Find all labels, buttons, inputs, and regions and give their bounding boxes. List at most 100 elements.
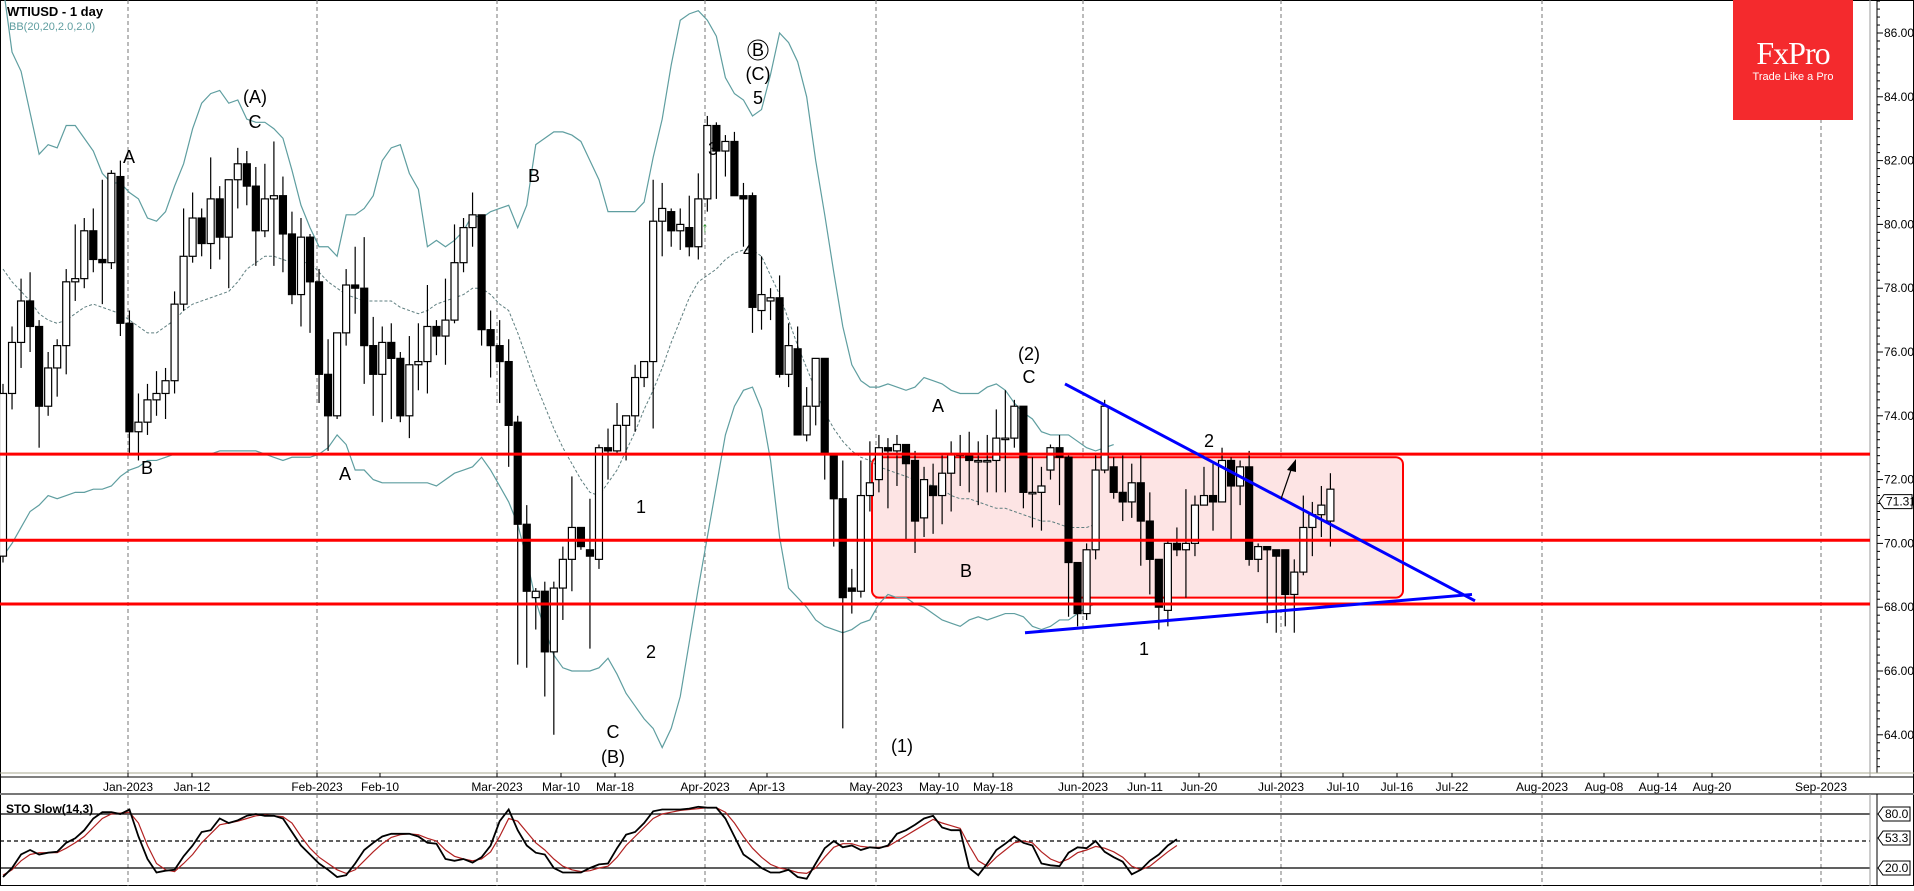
candle	[784, 345, 793, 375]
candle	[1299, 526, 1308, 573]
x-axis-label: Aug-08	[1585, 780, 1624, 794]
candle	[53, 345, 62, 369]
candle	[387, 341, 396, 359]
candle	[459, 226, 468, 264]
candle	[450, 262, 459, 321]
candle	[676, 223, 685, 232]
wave-label: B	[528, 166, 540, 186]
candle	[775, 297, 784, 375]
candle	[1190, 504, 1200, 544]
wave-label: (A)	[243, 87, 267, 107]
candle	[1154, 558, 1163, 608]
candle	[1001, 437, 1010, 441]
wave-label: (1)	[891, 736, 913, 756]
candle	[396, 357, 405, 417]
wave-label: 5	[753, 88, 763, 108]
candle	[802, 405, 811, 436]
y-axis-label: 66.00	[1884, 664, 1914, 678]
candle	[829, 453, 838, 500]
svg-text:53.3: 53.3	[1885, 831, 1909, 845]
svg-text:20.0: 20.0	[1885, 861, 1909, 875]
candle	[98, 258, 107, 264]
candle	[35, 325, 44, 407]
up-arrow-icon: ↑	[702, 219, 709, 235]
wave-label: B	[141, 458, 153, 478]
candle	[342, 284, 351, 334]
candle	[432, 325, 441, 337]
candle	[242, 163, 251, 187]
candle	[721, 140, 730, 152]
y-axis-label: 86.00	[1884, 26, 1914, 40]
logo-brand: FxPro	[1756, 35, 1830, 71]
candle	[621, 415, 631, 426]
candle	[811, 357, 820, 407]
candle	[1281, 549, 1290, 596]
candle	[640, 360, 649, 379]
candle	[531, 590, 540, 599]
y-axis-label: 72.00	[1884, 473, 1914, 487]
wave-label: A	[932, 396, 944, 416]
candle	[314, 281, 324, 375]
trendline-ascending	[1024, 592, 1473, 635]
candle	[685, 226, 694, 248]
candle	[983, 459, 992, 463]
candle	[1208, 494, 1218, 503]
x-axis-label: Jul-22	[1436, 780, 1469, 794]
candle	[1272, 549, 1281, 557]
candle	[1217, 459, 1227, 503]
y-axis-label: 80.00	[1884, 217, 1914, 231]
candle	[179, 255, 188, 305]
candle	[143, 399, 152, 423]
candle	[1073, 561, 1082, 615]
x-axis-label: Jun-11	[1127, 780, 1163, 794]
bollinger-bands-label: BB(20,20,2.0,2.0)	[9, 21, 96, 33]
candle	[757, 293, 766, 312]
fxpro-logo: FxPro Trade Like a Pro	[1733, 0, 1853, 120]
x-axis-label: Mar-18	[596, 780, 634, 794]
logo-tagline: Trade Like a Pro	[1752, 71, 1834, 83]
sto-level-tag	[1877, 806, 1911, 822]
candle	[513, 421, 522, 525]
candle	[125, 322, 134, 433]
x-axis-label: Jun-2023	[1058, 780, 1108, 794]
candle	[1028, 491, 1037, 495]
x-axis-label: May-2023	[849, 780, 903, 794]
candle	[1064, 456, 1073, 564]
svg-text:71.31: 71.31	[1886, 495, 1914, 509]
candle	[233, 163, 242, 181]
candle	[441, 319, 450, 337]
candle	[730, 140, 739, 197]
candle	[667, 211, 676, 232]
candle	[865, 482, 874, 497]
candle	[874, 447, 884, 481]
candle	[152, 392, 161, 401]
candle	[260, 198, 269, 232]
candle	[351, 284, 360, 289]
wave-label: (2)	[1018, 344, 1040, 364]
candle	[892, 443, 902, 452]
candle	[62, 281, 71, 347]
candle	[16, 300, 26, 344]
x-axis-label: Aug-2023	[1516, 780, 1568, 794]
breakout-arrow-icon	[1287, 459, 1296, 472]
x-axis-label: Aug-20	[1693, 780, 1732, 794]
candle	[658, 207, 667, 222]
candle	[694, 198, 703, 248]
candle	[919, 479, 929, 519]
candle	[360, 287, 369, 347]
candle	[44, 367, 53, 407]
candle	[25, 300, 35, 328]
candle	[793, 348, 802, 436]
candle	[423, 325, 432, 363]
sto-level-tag	[1877, 860, 1911, 876]
candle	[323, 373, 333, 417]
x-axis-label: May-18	[973, 780, 1013, 794]
x-axis-label: Mar-10	[542, 780, 580, 794]
sto-level-tag	[1877, 830, 1911, 846]
candle	[278, 195, 288, 235]
candle	[305, 236, 315, 283]
wave-label: A	[339, 464, 351, 484]
candle	[468, 214, 477, 229]
